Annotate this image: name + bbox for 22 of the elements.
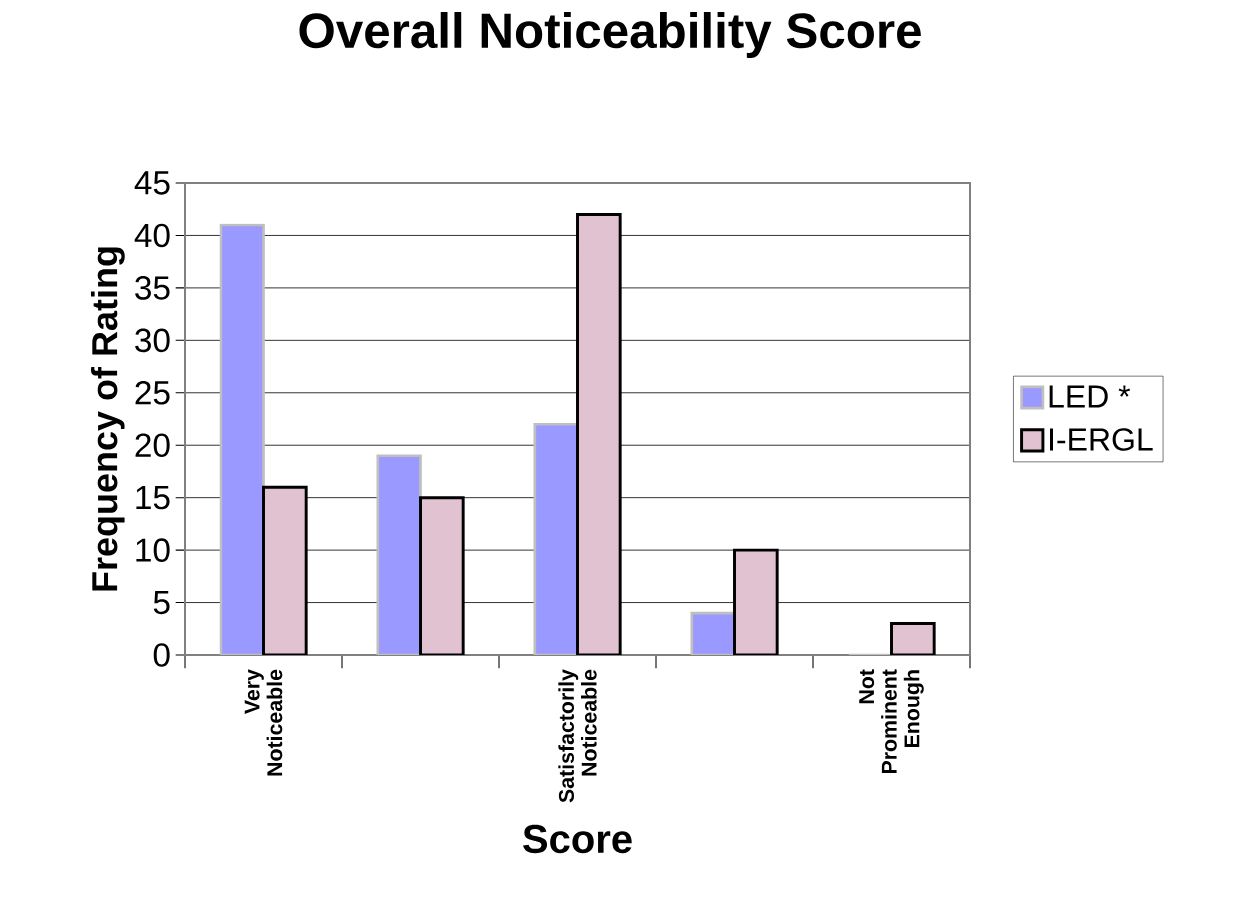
legend-label: I-ERGL — [1049, 428, 1153, 451]
y-tick-label: 25 — [135, 380, 170, 405]
y-axis-title: Frequency of Rating — [91, 247, 125, 591]
bar — [219, 223, 265, 655]
y-tick-label: 30 — [135, 328, 170, 353]
y-tick-label: 40 — [134, 223, 170, 248]
y-tick-label: 45 — [134, 171, 170, 195]
x-tick-label: Satisfactorily Noticeable — [558, 669, 597, 803]
y-tick-label: 5 — [153, 590, 170, 615]
bar — [376, 454, 422, 655]
chart-title: Overall Noticeability Score — [299, 12, 921, 58]
y-tick-label: 20 — [135, 433, 170, 458]
x-tick-label: Not Prominent Enough — [859, 669, 924, 774]
legend-label: LED * — [1049, 385, 1131, 408]
y-tick-label: 0 — [153, 643, 170, 667]
bar — [576, 213, 622, 655]
y-tick-label: 10 — [136, 538, 170, 562]
y-tick-label: 15 — [136, 486, 170, 510]
x-axis-title: Score — [523, 824, 632, 854]
x-tick-label: Very Noticeable — [244, 669, 283, 776]
y-tick-label: 35 — [135, 276, 170, 300]
bar — [419, 496, 465, 655]
